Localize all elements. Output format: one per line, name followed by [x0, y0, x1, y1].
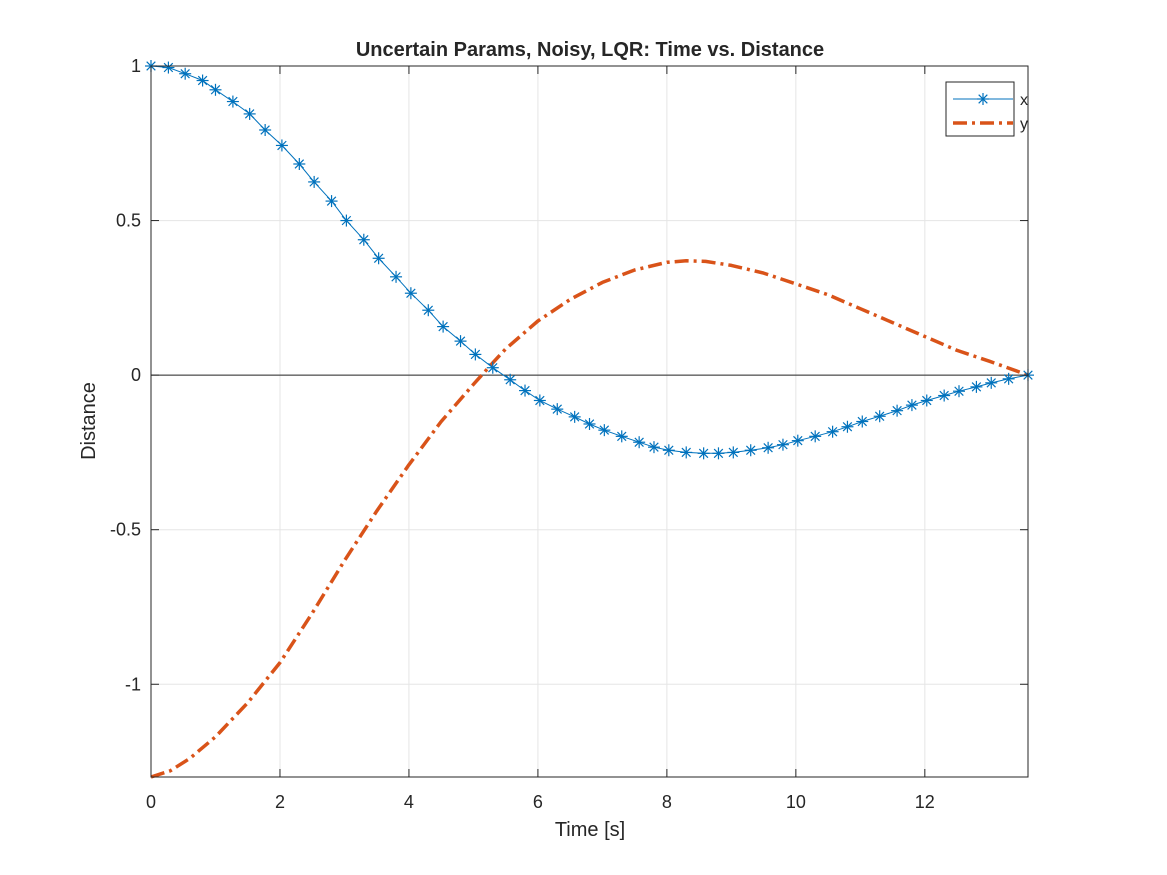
series-x-marker [551, 403, 564, 416]
series-x-marker [196, 74, 209, 87]
series-x-marker [422, 304, 435, 317]
series-x-marker [404, 287, 417, 300]
series-x-marker [891, 404, 904, 417]
x-tick-label: 4 [404, 792, 414, 812]
series-x-marker [776, 438, 789, 451]
legend-marker-x [977, 93, 989, 105]
series-x-marker [1002, 372, 1015, 385]
y-tick-label: 1 [131, 56, 141, 76]
series-x-marker [308, 175, 321, 188]
legend: x y [945, 81, 1028, 137]
x-tick-label: 8 [662, 792, 672, 812]
series-x-marker [275, 139, 288, 152]
series-x-marker [454, 335, 467, 348]
series-x-marker [162, 61, 175, 74]
legend-label-x: x [1020, 92, 1028, 109]
series-x-marker [437, 320, 450, 333]
series-x-marker [598, 424, 611, 437]
series-x-marker [873, 410, 886, 423]
x-tick-label: 2 [275, 792, 285, 812]
series-x-marker [791, 434, 804, 447]
series-x-marker [712, 447, 725, 460]
series-layer [145, 60, 1034, 779]
series-x-marker [920, 394, 933, 407]
series-x-marker [179, 67, 192, 80]
series-x-marker [372, 252, 385, 265]
series-x-marker [938, 389, 951, 402]
series-x-marker [533, 394, 546, 407]
series-x-marker [226, 95, 239, 108]
series-x-marker [469, 348, 482, 361]
series-x-marker [615, 430, 628, 443]
y-axis-label: Distance [78, 382, 100, 460]
series-x-marker [486, 361, 499, 374]
series-x-marker [953, 385, 966, 398]
series-x-marker [662, 444, 675, 457]
x-tick-label: 10 [786, 792, 806, 812]
axis-ticks: 0 2 4 6 8 10 12 1 0.5 0 -0.5 -1 [110, 56, 1028, 812]
chart-title: Uncertain Params, Noisy, LQR: Time vs. D… [356, 39, 824, 61]
series-x-marker [697, 447, 710, 460]
series-x-marker [826, 425, 839, 438]
series-x-marker [727, 446, 740, 459]
series-x-marker [985, 376, 998, 389]
series-x-marker [209, 83, 222, 96]
axes-box [150, 65, 1029, 778]
series-x-marker [970, 380, 983, 393]
series-x-marker [633, 436, 646, 449]
series-x-marker [647, 441, 660, 454]
series-x-marker [390, 270, 403, 283]
series-x-marker [809, 430, 822, 443]
series-x-marker [519, 384, 532, 397]
series-x-marker [568, 410, 581, 423]
y-tick-label: 0.5 [116, 211, 141, 231]
series-x-marker [744, 444, 757, 457]
series-x-marker [583, 417, 596, 430]
series-x-marker [841, 420, 854, 433]
series-x-marker [340, 214, 353, 227]
x-tick-label: 0 [146, 792, 156, 812]
y-tick-label: -1 [125, 674, 141, 694]
series-x-marker [325, 195, 338, 208]
series-x-marker [856, 415, 869, 428]
series-x-marker [293, 157, 306, 170]
series-x-marker [259, 123, 272, 136]
legend-box [945, 81, 1015, 137]
series-x-marker [762, 441, 775, 454]
y-tick-label: -0.5 [110, 520, 141, 540]
legend-label-y: y [1020, 116, 1028, 133]
series-x-marker [357, 233, 370, 246]
x-axis-label: Time [s] [555, 819, 625, 841]
x-tick-label: 12 [915, 792, 935, 812]
series-x-marker [905, 399, 918, 412]
legend-asterisk-x [977, 93, 989, 105]
x-tick-label: 6 [533, 792, 543, 812]
series-x-marker [680, 446, 693, 459]
series-x-marker [243, 107, 256, 120]
series-y-line [150, 259, 1029, 779]
y-tick-label: 0 [131, 365, 141, 385]
series-x-marker [504, 373, 517, 386]
